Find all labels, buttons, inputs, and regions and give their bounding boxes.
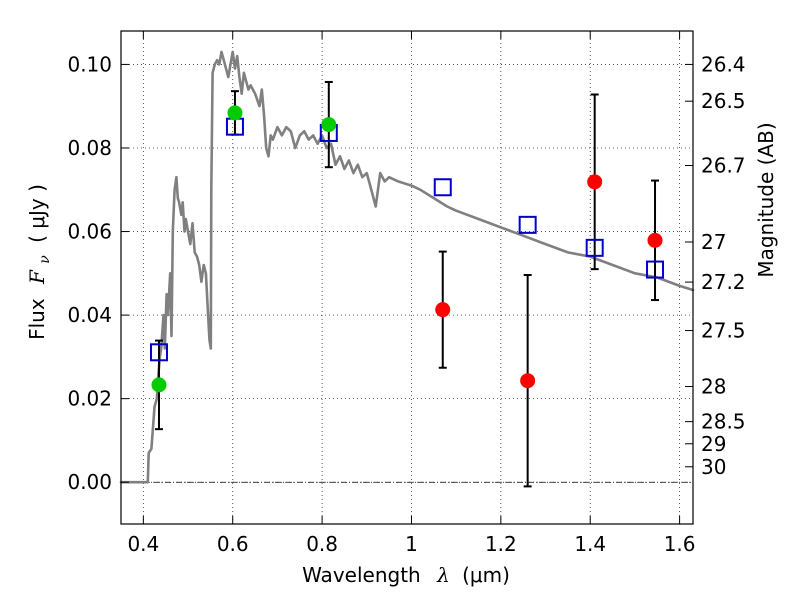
x-axis-title: Wavelength λ (μm) [302, 563, 510, 587]
magnitude-tick-label: 28.5 [701, 410, 746, 434]
model-sed-line [119, 50, 695, 484]
y2-axis-title: Magnitude (AB) [754, 122, 778, 277]
magnitude-tick-label: 29 [701, 432, 726, 456]
magnitude-tick-label: 30 [701, 455, 726, 479]
red-data-point [647, 232, 663, 248]
y-tick-label: 0.00 [67, 470, 112, 494]
red-data-point [587, 174, 603, 190]
error-bars [154, 80, 660, 488]
x-tick-label: 1.4 [574, 532, 606, 556]
axes-frame-layer [120, 30, 694, 525]
magnitude-tick-label: 26.5 [701, 89, 746, 113]
green-data-point [321, 117, 337, 133]
red-data-point [520, 373, 536, 389]
green-data-point [151, 377, 167, 393]
red-data-point [435, 302, 451, 318]
y-tick-label: 0.08 [67, 136, 112, 160]
x-axis-title-symbol: λ [436, 563, 450, 587]
y-axis-title-prefix: Flux [25, 298, 49, 340]
magnitude-tick-label: 27.2 [701, 270, 746, 294]
magnitude-tick-label: 28 [701, 375, 726, 399]
magnitude-tick-label: 27 [701, 230, 726, 254]
synthetic-square-marker [149, 343, 168, 362]
synthetic-square-marker [518, 215, 537, 234]
y-tick-label: 0.04 [67, 303, 112, 327]
synthetic-square-marker [433, 178, 452, 197]
magnitude-tick-label: 26.7 [701, 154, 746, 178]
x-tick-label: 0.8 [306, 532, 338, 556]
y-tick-label: 0.02 [67, 387, 112, 411]
green-data-point [227, 105, 243, 121]
y-axis-title-unit: ( μJy ) [25, 184, 49, 243]
y-tick-label: 0.06 [67, 220, 112, 244]
model-sed-layer [119, 50, 695, 484]
data-points [149, 105, 665, 393]
x-tick-label: 1.2 [485, 532, 517, 556]
synthetic-square-marker [585, 238, 604, 257]
synthetic-square-marker [646, 260, 665, 279]
x-tick-label: 1.6 [664, 532, 696, 556]
x-tick-label: 0.6 [217, 532, 249, 556]
tick-labels: 0.4 0.6 0.8 1 1.2 1.4 1.6 0.00 0.02 0.04 0.06 0.08 0… [67, 52, 745, 556]
axes-frame [120, 30, 694, 525]
y-tick-label: 0.10 [67, 52, 112, 76]
y-axis-title-symbol: F [25, 269, 49, 285]
x-axis-title-prefix: Wavelength [302, 563, 421, 587]
x-axis-title-unit: (μm) [462, 563, 510, 587]
magnitude-tick-label: 26.4 [701, 52, 746, 76]
x-tick-label: 0.4 [127, 532, 159, 556]
x-tick-label: 1 [405, 532, 418, 556]
magnitude-tick-label: 27.5 [701, 319, 746, 343]
y-axis-title: Flux F ν ( μJy ) [25, 184, 54, 340]
axis-ticks [121, 31, 693, 524]
y-axis-title-subscript: ν [37, 255, 53, 264]
